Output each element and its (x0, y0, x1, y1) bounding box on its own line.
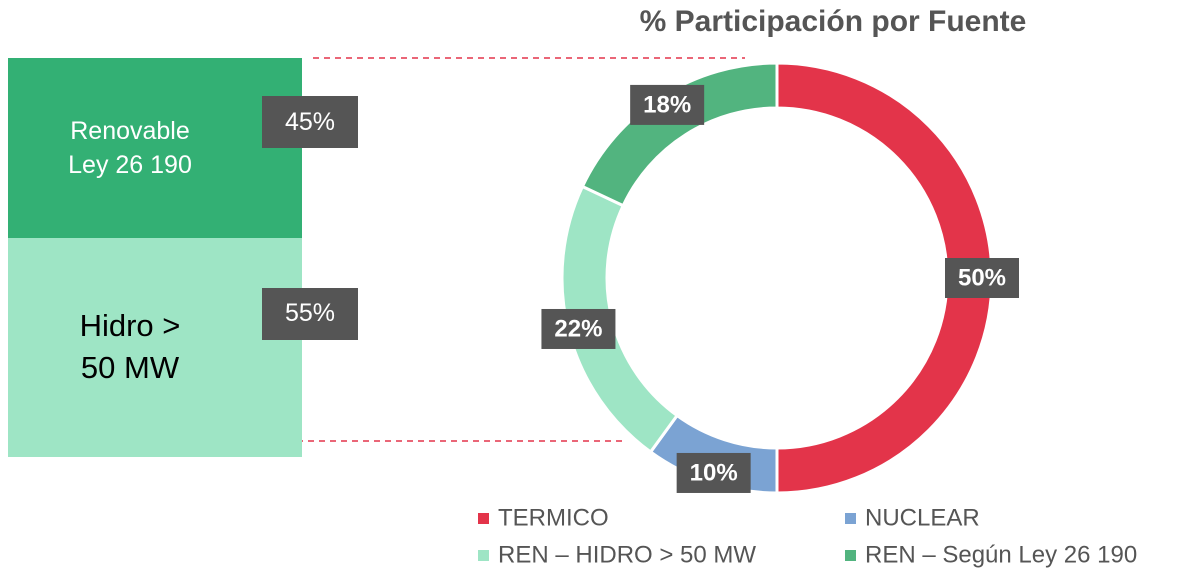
segment-label: Hidro > 50 MW (79, 308, 181, 386)
data-label: 10% (690, 459, 738, 486)
donut-slice (580, 61, 779, 208)
bar-segment: Renovable Ley 26 190 (8, 58, 302, 238)
chart-title: % Participación por Fuente (640, 5, 1027, 38)
legend-marker (845, 513, 856, 524)
label-box: 55% (262, 287, 358, 340)
legend-label: REN – Según Ley 26 190 (865, 541, 1137, 568)
legend-label: TERMICO (498, 504, 609, 531)
label-box: 45% (262, 96, 358, 148)
legend-label: REN – HIDRO > 50 MW (498, 541, 756, 568)
data-label: 22% (554, 315, 602, 342)
legend-marker (478, 550, 489, 561)
label-box (541, 308, 616, 349)
data-label: 50% (958, 264, 1006, 291)
legend-label: NUCLEAR (865, 504, 980, 531)
legend-marker (845, 550, 856, 561)
legend-marker (478, 513, 489, 524)
label-box (945, 258, 1019, 298)
label-box (630, 84, 705, 125)
data-label: 18% (643, 91, 691, 118)
label-box (676, 452, 751, 493)
segment-label: Renovable Ley 26 190 (68, 116, 192, 179)
bar-segment: Hidro > 50 MW (8, 237, 302, 457)
donut-slice (775, 61, 994, 495)
